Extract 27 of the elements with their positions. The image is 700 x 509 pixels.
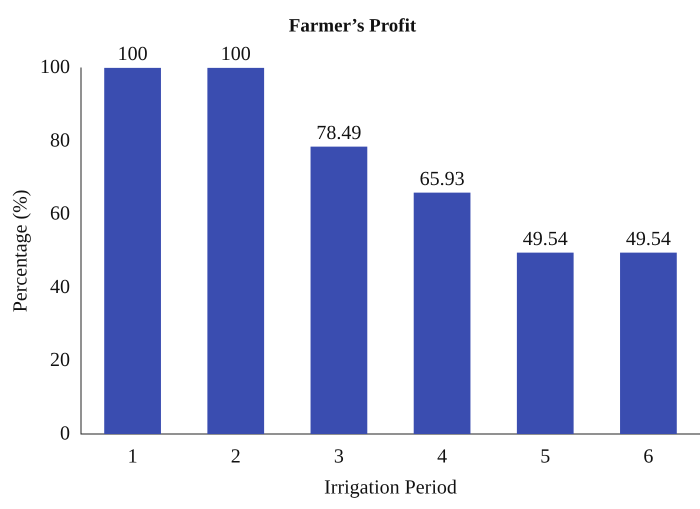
x-tick-label: 5 xyxy=(540,445,550,468)
y-tick-label: 0 xyxy=(60,422,70,444)
data-label: 100 xyxy=(220,43,251,66)
bar xyxy=(414,192,470,434)
x-axis-title: Irrigation Period xyxy=(324,476,457,498)
x-tick-label: 2 xyxy=(230,445,241,468)
y-tick-label: 60 xyxy=(50,202,70,225)
data-label: 78.49 xyxy=(316,122,362,144)
x-tick-label: 6 xyxy=(643,445,654,468)
y-tick-label: 80 xyxy=(50,129,70,152)
bar xyxy=(104,68,161,434)
data-label: 65.93 xyxy=(420,168,465,190)
x-tick-label: 1 xyxy=(128,445,138,468)
bar xyxy=(620,252,677,434)
y-tick-label: 40 xyxy=(50,276,70,298)
y-tick-label: 100 xyxy=(40,56,70,78)
y-tick-label: 20 xyxy=(50,349,70,372)
data-label: 49.54 xyxy=(522,228,568,250)
bar xyxy=(516,252,574,434)
data-label: 49.54 xyxy=(626,228,671,250)
data-label: 100 xyxy=(118,43,148,66)
bar xyxy=(310,146,368,434)
chart-title: Farmer’s Profit xyxy=(288,15,417,36)
x-tick-label: 3 xyxy=(334,445,344,468)
bar xyxy=(207,68,264,434)
y-axis-title: Percentage (%) xyxy=(9,190,32,312)
x-tick-label: 4 xyxy=(437,445,448,468)
